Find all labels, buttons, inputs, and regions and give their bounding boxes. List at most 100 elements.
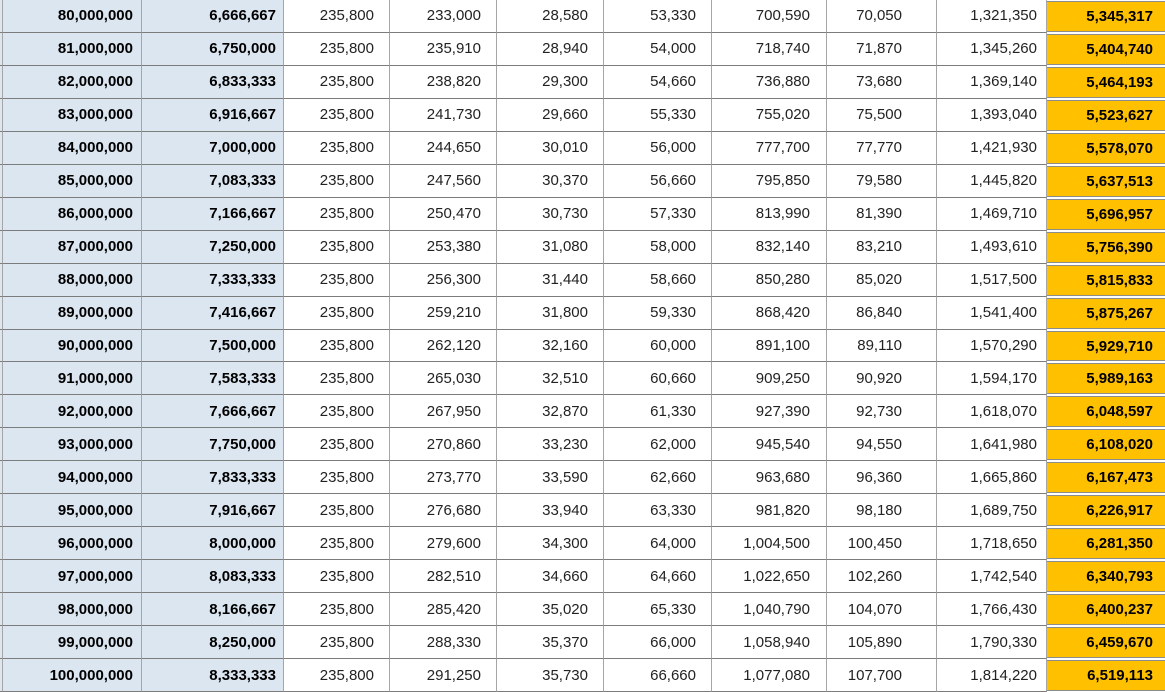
table-cell[interactable]: 235,800 bbox=[284, 65, 390, 99]
table-cell[interactable]: 6,281,350 bbox=[1047, 527, 1165, 561]
table-cell[interactable]: 1,469,710 bbox=[937, 197, 1047, 231]
table-cell[interactable]: 32,870 bbox=[497, 395, 604, 429]
table-cell[interactable]: 6,666,667 bbox=[142, 0, 284, 33]
table-cell[interactable]: 64,000 bbox=[604, 527, 712, 561]
table-cell[interactable]: 868,420 bbox=[712, 296, 827, 330]
table-cell[interactable]: 6,519,113 bbox=[1047, 659, 1165, 692]
table-cell[interactable]: 282,510 bbox=[390, 560, 497, 594]
table-cell[interactable]: 755,020 bbox=[712, 98, 827, 132]
table-cell[interactable]: 279,600 bbox=[390, 527, 497, 561]
table-cell[interactable]: 8,250,000 bbox=[142, 626, 284, 660]
table-cell[interactable]: 60,660 bbox=[604, 362, 712, 396]
table-cell[interactable]: 1,004,500 bbox=[712, 527, 827, 561]
table-cell[interactable]: 35,730 bbox=[497, 659, 604, 692]
table-cell[interactable]: 262,120 bbox=[390, 329, 497, 363]
table-cell[interactable]: 259,210 bbox=[390, 296, 497, 330]
table-cell[interactable]: 927,390 bbox=[712, 395, 827, 429]
table-cell[interactable]: 89,000,000 bbox=[3, 296, 142, 330]
table-cell[interactable]: 253,380 bbox=[390, 230, 497, 264]
table-cell[interactable]: 235,800 bbox=[284, 98, 390, 132]
table-cell[interactable]: 62,660 bbox=[604, 461, 712, 495]
table-cell[interactable]: 71,870 bbox=[827, 32, 937, 66]
table-cell[interactable]: 6,340,793 bbox=[1047, 560, 1165, 594]
table-cell[interactable]: 1,321,350 bbox=[937, 0, 1047, 33]
table-cell[interactable]: 58,000 bbox=[604, 230, 712, 264]
table-cell[interactable]: 92,730 bbox=[827, 395, 937, 429]
table-cell[interactable]: 235,800 bbox=[284, 659, 390, 692]
table-cell[interactable]: 7,500,000 bbox=[142, 329, 284, 363]
table-cell[interactable]: 963,680 bbox=[712, 461, 827, 495]
table-cell[interactable]: 88,000,000 bbox=[3, 263, 142, 297]
table-cell[interactable]: 6,916,667 bbox=[142, 98, 284, 132]
table-cell[interactable]: 6,459,670 bbox=[1047, 626, 1165, 660]
table-cell[interactable]: 718,740 bbox=[712, 32, 827, 66]
table-cell[interactable]: 1,570,290 bbox=[937, 329, 1047, 363]
table-cell[interactable]: 31,080 bbox=[497, 230, 604, 264]
table-cell[interactable]: 30,370 bbox=[497, 164, 604, 198]
table-cell[interactable]: 235,800 bbox=[284, 197, 390, 231]
table-cell[interactable]: 288,330 bbox=[390, 626, 497, 660]
table-cell[interactable]: 235,800 bbox=[284, 131, 390, 165]
table-cell[interactable]: 5,523,627 bbox=[1047, 98, 1165, 132]
table-cell[interactable]: 235,800 bbox=[284, 461, 390, 495]
table-cell[interactable]: 79,580 bbox=[827, 164, 937, 198]
table-cell[interactable]: 5,464,193 bbox=[1047, 65, 1165, 99]
table-cell[interactable]: 700,590 bbox=[712, 0, 827, 33]
table-cell[interactable]: 100,450 bbox=[827, 527, 937, 561]
table-cell[interactable]: 105,890 bbox=[827, 626, 937, 660]
table-cell[interactable]: 7,666,667 bbox=[142, 395, 284, 429]
table-cell[interactable]: 5,345,317 bbox=[1047, 0, 1165, 33]
table-cell[interactable]: 6,108,020 bbox=[1047, 428, 1165, 462]
table-cell[interactable]: 1,393,040 bbox=[937, 98, 1047, 132]
table-cell[interactable]: 82,000,000 bbox=[3, 65, 142, 99]
table-cell[interactable]: 250,470 bbox=[390, 197, 497, 231]
table-cell[interactable]: 5,404,740 bbox=[1047, 32, 1165, 66]
table-cell[interactable]: 7,000,000 bbox=[142, 131, 284, 165]
table-cell[interactable]: 86,840 bbox=[827, 296, 937, 330]
table-cell[interactable]: 1,040,790 bbox=[712, 593, 827, 627]
table-cell[interactable]: 66,660 bbox=[604, 659, 712, 692]
table-cell[interactable]: 98,180 bbox=[827, 494, 937, 528]
table-cell[interactable]: 34,300 bbox=[497, 527, 604, 561]
table-cell[interactable]: 86,000,000 bbox=[3, 197, 142, 231]
table-cell[interactable]: 267,950 bbox=[390, 395, 497, 429]
table-cell[interactable]: 97,000,000 bbox=[3, 560, 142, 594]
table-cell[interactable]: 54,000 bbox=[604, 32, 712, 66]
table-cell[interactable]: 30,010 bbox=[497, 131, 604, 165]
table-cell[interactable]: 56,660 bbox=[604, 164, 712, 198]
table-cell[interactable]: 235,800 bbox=[284, 626, 390, 660]
table-cell[interactable]: 85,020 bbox=[827, 263, 937, 297]
table-cell[interactable]: 96,360 bbox=[827, 461, 937, 495]
table-cell[interactable]: 34,660 bbox=[497, 560, 604, 594]
table-cell[interactable]: 100,000,000 bbox=[3, 659, 142, 692]
table-cell[interactable]: 80,000,000 bbox=[3, 0, 142, 33]
table-cell[interactable]: 90,920 bbox=[827, 362, 937, 396]
table-cell[interactable]: 96,000,000 bbox=[3, 527, 142, 561]
table-cell[interactable]: 1,421,930 bbox=[937, 131, 1047, 165]
table-cell[interactable]: 235,800 bbox=[284, 494, 390, 528]
table-cell[interactable]: 1,718,650 bbox=[937, 527, 1047, 561]
table-cell[interactable]: 77,770 bbox=[827, 131, 937, 165]
table-cell[interactable]: 29,300 bbox=[497, 65, 604, 99]
table-cell[interactable]: 235,800 bbox=[284, 263, 390, 297]
table-cell[interactable]: 59,330 bbox=[604, 296, 712, 330]
table-cell[interactable]: 291,250 bbox=[390, 659, 497, 692]
table-cell[interactable]: 57,330 bbox=[604, 197, 712, 231]
table-cell[interactable]: 99,000,000 bbox=[3, 626, 142, 660]
table-cell[interactable]: 8,333,333 bbox=[142, 659, 284, 692]
table-cell[interactable]: 66,000 bbox=[604, 626, 712, 660]
table-cell[interactable]: 83,000,000 bbox=[3, 98, 142, 132]
table-cell[interactable]: 63,330 bbox=[604, 494, 712, 528]
table-cell[interactable]: 832,140 bbox=[712, 230, 827, 264]
table-cell[interactable]: 1,077,080 bbox=[712, 659, 827, 692]
table-cell[interactable]: 64,660 bbox=[604, 560, 712, 594]
table-cell[interactable]: 35,020 bbox=[497, 593, 604, 627]
table-cell[interactable]: 5,578,070 bbox=[1047, 131, 1165, 165]
table-cell[interactable]: 28,580 bbox=[497, 0, 604, 33]
table-cell[interactable]: 235,800 bbox=[284, 296, 390, 330]
table-cell[interactable]: 1,493,610 bbox=[937, 230, 1047, 264]
table-cell[interactable]: 235,800 bbox=[284, 329, 390, 363]
table-cell[interactable]: 62,000 bbox=[604, 428, 712, 462]
table-cell[interactable]: 235,800 bbox=[284, 428, 390, 462]
table-cell[interactable]: 256,300 bbox=[390, 263, 497, 297]
